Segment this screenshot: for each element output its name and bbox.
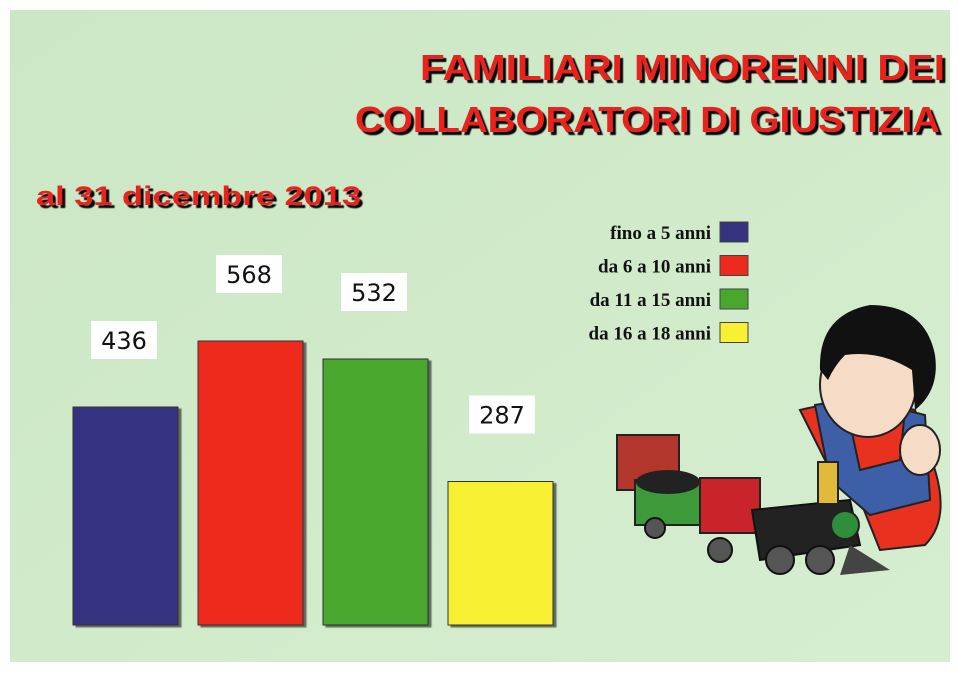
chart-title: COLLABORATORI DI GIUSTIZIA: [355, 99, 940, 140]
value-label-text: 532: [351, 279, 397, 307]
value-label-text: 568: [226, 261, 272, 289]
legend-swatch: [720, 289, 748, 309]
legend-label: fino a 5 anni: [610, 223, 711, 244]
value-label: 532: [341, 273, 407, 311]
legend-swatch: [720, 256, 748, 276]
bar: [198, 341, 303, 625]
chart-title: FAMILIARI MINORENNI DEI: [420, 47, 945, 88]
value-label-text: 287: [479, 402, 525, 430]
legend-label: da 6 a 10 anni: [598, 257, 711, 278]
lamp: [831, 511, 859, 539]
bar: [73, 407, 178, 625]
value-label: 436: [91, 321, 157, 359]
legend-label: da 11 a 15 anni: [590, 290, 711, 311]
coal: [636, 470, 700, 494]
legend-swatch: [720, 222, 748, 242]
legend-label: da 16 a 18 anni: [589, 324, 711, 345]
chart: FAMILIARI MINORENNI DEI COLLABORATORI DI…: [0, 0, 958, 674]
value-label: 287: [469, 396, 535, 434]
hand: [900, 425, 940, 475]
chimney: [818, 462, 838, 504]
legend-swatch: [720, 323, 748, 343]
wheel: [766, 546, 794, 574]
bar: [323, 359, 428, 625]
value-label-text: 436: [101, 327, 147, 355]
cab: [700, 478, 760, 533]
wheel: [806, 546, 834, 574]
chart-subtitle: al 31 dicembre 2013: [36, 181, 361, 211]
bar: [448, 482, 553, 626]
wheel: [708, 538, 732, 562]
wheel: [645, 518, 665, 538]
value-label: 568: [216, 255, 282, 293]
